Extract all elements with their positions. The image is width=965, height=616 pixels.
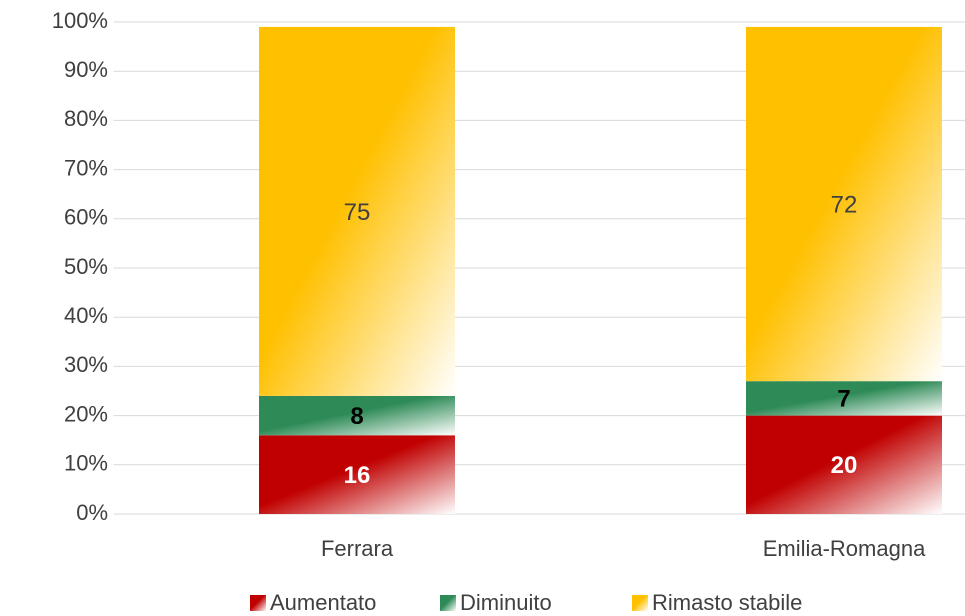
- legend-label: Aumentato: [270, 590, 376, 615]
- bar-segment: [746, 415, 942, 514]
- x-tick-label: Ferrara: [321, 536, 394, 561]
- data-label: 72: [831, 191, 858, 218]
- y-tick-label: 100%: [52, 8, 108, 33]
- y-tick-label: 80%: [64, 106, 108, 131]
- legend-label: Rimasto stabile: [652, 590, 802, 615]
- data-label: 20: [831, 452, 858, 479]
- y-tick-label: 10%: [64, 451, 108, 476]
- data-label: 7: [837, 386, 850, 413]
- bar-segment: [259, 395, 455, 436]
- y-tick-label: 60%: [64, 205, 108, 230]
- legend-swatch: [440, 595, 456, 611]
- x-tick-label: Emilia-Romagna: [763, 536, 926, 561]
- bar-segment: [259, 435, 455, 514]
- y-tick-label: 30%: [64, 352, 108, 377]
- legend-label: Diminuito: [460, 590, 552, 615]
- y-tick-label: 40%: [64, 303, 108, 328]
- y-tick-label: 50%: [64, 254, 108, 279]
- data-label: 75: [344, 199, 371, 226]
- legend-swatch: [250, 595, 266, 611]
- y-tick-label: 0%: [76, 500, 108, 525]
- legend-swatch: [632, 595, 648, 611]
- y-tick-label: 90%: [64, 57, 108, 82]
- data-label: 8: [350, 403, 363, 430]
- bar-segment: [746, 381, 942, 416]
- y-tick-label: 70%: [64, 155, 108, 180]
- y-tick-label: 20%: [64, 401, 108, 426]
- bar-segment: [746, 26, 942, 382]
- data-label: 16: [344, 462, 371, 489]
- bar-segment: [259, 26, 455, 396]
